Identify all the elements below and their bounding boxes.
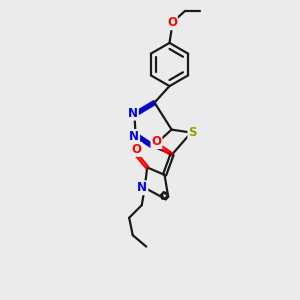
Text: N: N <box>129 130 139 143</box>
Text: O: O <box>167 16 177 29</box>
Text: O: O <box>132 143 142 156</box>
Text: S: S <box>188 126 197 139</box>
Text: O: O <box>152 135 161 148</box>
Text: N: N <box>137 181 147 194</box>
Text: N: N <box>128 106 138 120</box>
